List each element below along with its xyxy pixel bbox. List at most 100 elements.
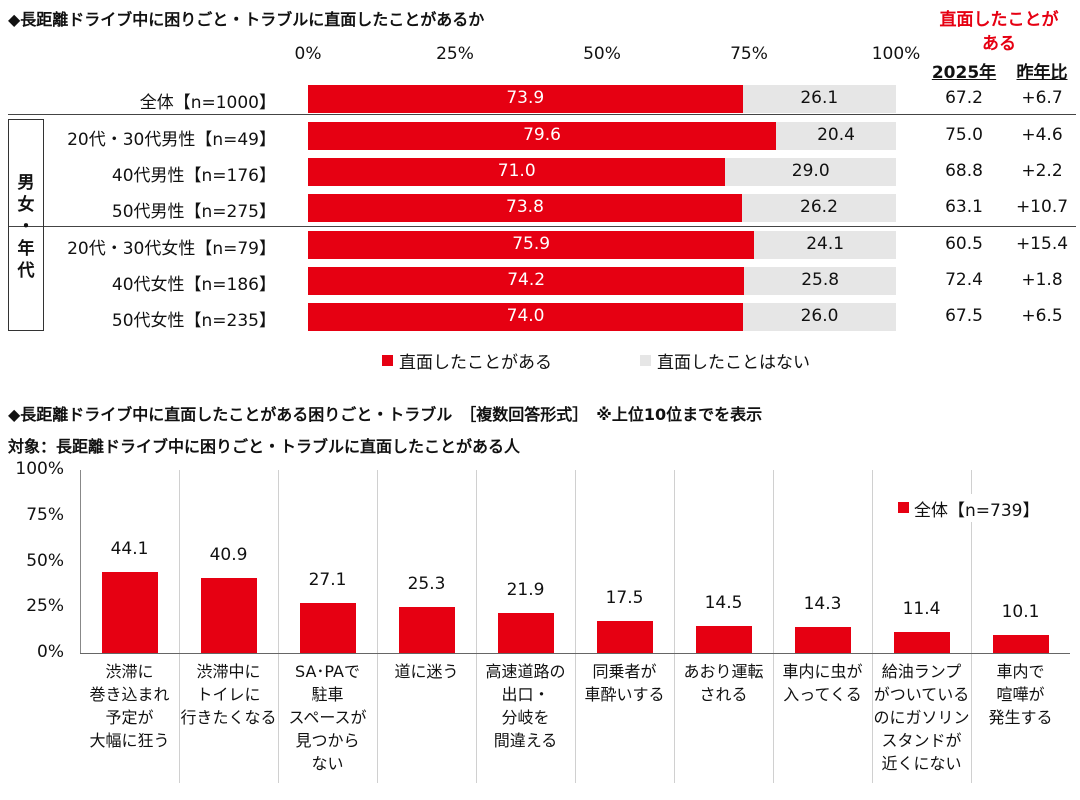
row-separator [8,114,1076,115]
bottom-chart-title: ◆長距離ドライブ中に直面したことがある困りごと・トラブル ［複数回答形式］ ※上… [8,405,763,424]
bar-yes [308,122,777,150]
value-yoy: +4.6 [1021,125,1063,145]
row-label: 50代男性【n=275】 [111,202,276,222]
bar-yes-value: 79.6 [523,125,561,145]
y-axis-tick: 50% [26,550,64,571]
column-divider [476,470,477,783]
bar-no [725,158,896,186]
group-box: 男 女 ・ 年 代 [8,119,44,331]
bar-value: 14.5 [704,593,743,614]
bar-no-value: 25.8 [801,270,840,290]
value-yoy: +6.7 [1021,88,1063,108]
value-2025: 67.5 [945,306,983,326]
bar-no [754,231,896,259]
y-axis-tick: 75% [26,504,64,525]
bar-no-value: 20.4 [817,125,855,145]
bar-value: 11.4 [902,599,941,620]
bar [992,634,1049,653]
value-yoy: +1.8 [1021,270,1063,290]
row-separator [8,226,1076,227]
column-divider [179,470,180,783]
bar-yes [308,194,742,222]
column-divider [773,470,774,783]
x-axis-tick: 75% [730,44,768,64]
value-2025: 60.5 [945,234,983,254]
bar-no-value: 26.0 [800,306,839,326]
y-axis-tick: 25% [26,596,64,617]
bar-value: 44.1 [110,539,149,560]
column-divider [674,470,675,783]
category-label: 道に迷う [394,662,459,681]
value-yoy: +10.7 [1015,197,1069,217]
legend-label: 直面したことがある [399,353,552,373]
bar-yes-value: 74.2 [507,270,546,290]
y-axis-line [80,470,81,653]
legend-swatch [640,355,651,366]
side-header-label: 直面したことが ある [939,10,1059,54]
bar-no [742,85,896,113]
category-label: あおり運転 される [683,662,764,704]
bar-value: 27.1 [308,570,347,591]
top-chart-title: ◆長距離ドライブ中に困りごと・トラブルに直面したことがあるか [8,10,485,29]
value-2025: 63.1 [945,197,983,217]
bar-yes-value: 74.0 [506,306,545,326]
bar-no-value: 24.1 [806,234,845,254]
value-yoy: +6.5 [1021,306,1063,326]
value-2025: 67.2 [945,88,983,108]
row-label: 50代女性【n=235】 [111,311,276,331]
bar-no [741,194,896,222]
bar [101,572,158,653]
col-header-2025: 2025年 [931,63,997,83]
bar [794,626,851,653]
bar [200,578,257,653]
legend-swatch-all [898,502,909,513]
bar-no-value: 29.0 [791,161,830,181]
value-yoy: +15.4 [1015,234,1069,254]
bar-no-value: 26.1 [800,88,839,108]
bar [596,620,653,653]
x-axis-tick: 25% [436,44,474,64]
col-header-yoy: 昨年比 [1016,63,1068,83]
row-label: 全体【n=1000】 [139,93,276,113]
bar-yes-value: 73.9 [506,88,545,108]
bar-value: 14.3 [803,593,842,614]
bar [893,632,950,653]
category-label: SA･PAで 駐車 スペースが 見つから ない [288,662,367,773]
value-2025: 75.0 [945,125,983,145]
bar-value: 10.1 [1001,601,1040,622]
bar-value: 25.3 [407,573,446,594]
column-divider [872,470,873,783]
column-divider [575,470,576,783]
bar-yes [308,267,745,295]
category-label: 給油ランプ がついている のにガソリン スタンドが 近くにない [873,662,970,773]
bar-value: 21.9 [506,579,545,600]
x-axis-tick: 0% [294,44,322,64]
bar-no [776,122,896,150]
row-label: 40代男性【n=176】 [111,166,276,186]
y-axis-tick: 0% [37,642,64,662]
bar-yes [308,231,755,259]
bar-no [744,267,896,295]
bar [299,603,356,653]
row-label: 40代女性【n=186】 [111,275,276,295]
category-label: 車内に虫が 入ってくる [782,662,863,704]
value-2025: 68.8 [945,161,983,181]
y-axis-tick: 100% [15,459,64,479]
category-label: 同乗者が 車酔いする [584,662,665,704]
bar-yes [308,303,744,331]
bar [695,626,752,653]
x-axis-tick: 100% [871,44,921,64]
bar-no-value: 26.2 [800,197,838,217]
legend-label-all: 全体【n=739】 [914,501,1040,521]
legend-swatch [382,355,393,366]
bar-yes [308,158,726,186]
category-label: 渋滞に 巻き込まれ 予定が 大幅に狂う [89,662,170,750]
bar-no [743,303,896,331]
bar [398,606,455,653]
bar-yes-value: 73.8 [506,197,544,217]
group-label: 男 女 ・ 年 代 [17,173,35,281]
bottom-legend: 全体【n=739】 [888,494,1048,522]
column-divider [971,470,972,783]
bar [497,612,554,653]
value-2025: 72.4 [945,270,983,290]
